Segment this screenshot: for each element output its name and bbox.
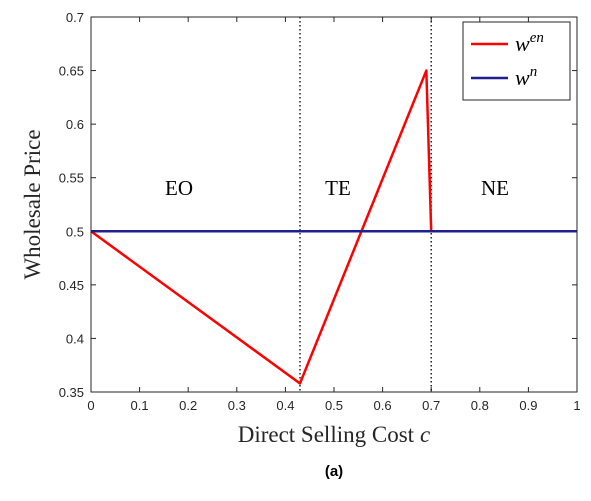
y-tick-label: 0.35 xyxy=(59,385,84,400)
x-tick-label: 0 xyxy=(87,398,94,413)
plot-frame xyxy=(90,16,578,393)
region-label: NE xyxy=(481,176,509,200)
x-tick-label: 0.1 xyxy=(131,398,149,413)
x-axis-label-text: Direct Selling Cost xyxy=(238,422,415,447)
y-tick-label: 0.5 xyxy=(66,224,84,239)
x-tick-label: 0.7 xyxy=(422,398,440,413)
x-tick-label: 0.2 xyxy=(179,398,197,413)
legend-label: wn xyxy=(515,64,537,90)
x-axis-label: Direct Selling Cost c xyxy=(238,422,431,447)
caption: (a) xyxy=(325,463,343,480)
y-tick-label: 0.6 xyxy=(66,117,84,132)
x-tick-label: 0.3 xyxy=(228,398,246,413)
legend-box xyxy=(462,21,571,101)
x-tick-label: 0.8 xyxy=(471,398,489,413)
region-label: EO xyxy=(165,176,193,200)
y-tick-label: 0.55 xyxy=(59,171,84,186)
x-tick-label: 0.9 xyxy=(519,398,537,413)
series-line xyxy=(90,69,577,385)
y-tick-label: 0.4 xyxy=(66,331,84,346)
legend-label: wen xyxy=(515,30,544,56)
legend-label-base: w xyxy=(515,31,530,56)
x-tick-label: 0.4 xyxy=(276,398,294,413)
legend-label-sup: n xyxy=(530,64,538,80)
x-tick-label: 0.6 xyxy=(374,398,392,413)
y-tick-label: 0.45 xyxy=(59,278,84,293)
y-axis-label: Wholesale Price xyxy=(20,129,45,279)
x-tick-label: 0.5 xyxy=(325,398,343,413)
x-axis-label-var: c xyxy=(420,422,430,447)
region-label: TE xyxy=(325,176,351,200)
legend-label-base: w xyxy=(515,65,530,90)
x-tick-label: 1 xyxy=(573,398,580,413)
y-tick-label: 0.7 xyxy=(66,10,84,25)
legend-label-sup: en xyxy=(530,30,544,46)
y-tick-label: 0.65 xyxy=(59,64,84,79)
